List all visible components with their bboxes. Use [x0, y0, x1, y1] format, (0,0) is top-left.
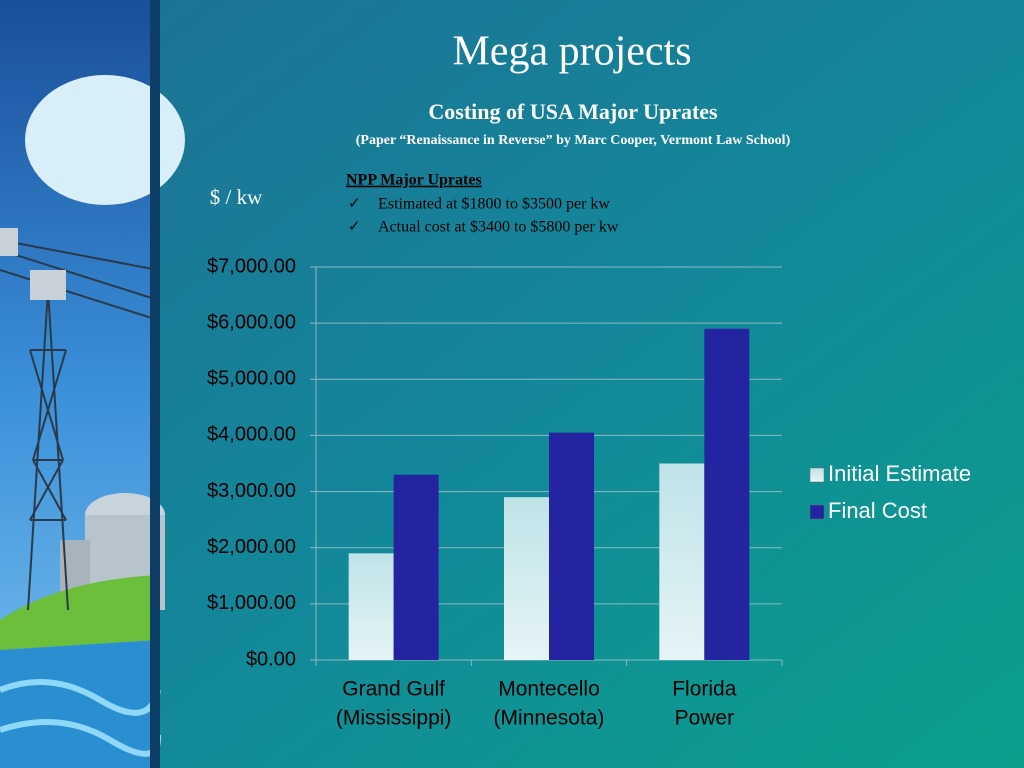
side-illustration	[0, 0, 185, 768]
bar	[348, 553, 394, 660]
x-tick-label: (Minnesota)	[494, 707, 605, 730]
plot-area: $0.00 $1,000.00 $2,000.00 $3,000.00 $4,000.0…	[207, 255, 971, 729]
x-tick-label: Florida	[672, 678, 737, 701]
bar	[549, 432, 594, 660]
y-tick-label: $2,000.00	[207, 536, 296, 558]
annotation-heading: NPP Major Uprates	[346, 172, 482, 189]
x-tick-label: Grand Gulf	[342, 678, 445, 701]
x-tick-label: Power	[675, 707, 735, 730]
bar	[704, 328, 750, 660]
title: Mega projects	[452, 29, 691, 75]
bar	[393, 474, 439, 660]
y-tick-label: $5,000.00	[207, 368, 296, 390]
x-tick-label: Montecello	[498, 678, 600, 701]
y-axis-label: $ / kw	[210, 185, 263, 209]
legend-swatch	[809, 467, 825, 483]
annotation-bullet: Actual cost at $3400 to $5800 per kw	[378, 219, 619, 236]
bar	[659, 463, 705, 660]
y-tick-label: $1,000.00	[207, 592, 296, 614]
y-tick-label: $7,000.00	[207, 255, 296, 277]
source-note: (Paper “Renaissance in Reverse” by Marc …	[356, 133, 791, 148]
y-tick-label: $6,000.00	[207, 311, 296, 333]
legend-label: Initial Estimate	[828, 461, 971, 486]
subtitle: Costing of USA Major Uprates	[428, 99, 718, 124]
y-tick-label: $4,000.00	[207, 424, 296, 446]
check-icon: ✓	[348, 218, 361, 235]
annotation-bullet: Estimated at $1800 to $3500 per kw	[378, 196, 610, 213]
bar	[504, 497, 549, 660]
check-icon: ✓	[348, 195, 361, 212]
x-tick-label: (Mississippi)	[336, 707, 452, 730]
legend-swatch	[809, 504, 825, 520]
y-tick-label: $0.00	[246, 648, 296, 670]
y-tick-label: $3,000.00	[207, 480, 296, 502]
legend-label: Final Cost	[828, 498, 927, 523]
